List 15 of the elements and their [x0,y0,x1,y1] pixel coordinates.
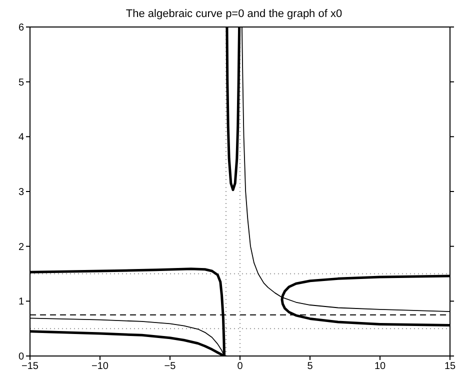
chart-title: The algebraic curve p=0 and the graph of x0 [124,8,344,20]
y-tick-label: 2 [18,242,24,253]
x-tick-label: 0 [237,361,244,372]
x-tick-label: −10 [92,361,109,372]
y-tick-label: 4 [18,132,24,144]
x-tick-label: −15 [22,361,39,372]
x-tick-label: 15 [444,361,456,372]
y-tick-label: 0 [18,352,24,363]
y-tick-label: 3 [18,187,24,198]
x-tick-label: 10 [374,361,386,372]
y-tick-label: 5 [18,77,24,88]
x-tick-label: −5 [164,361,176,372]
y-tick-label: 6 [18,22,24,34]
x-tick-label: 5 [307,361,314,372]
y-tick-label: 1 [18,296,24,308]
